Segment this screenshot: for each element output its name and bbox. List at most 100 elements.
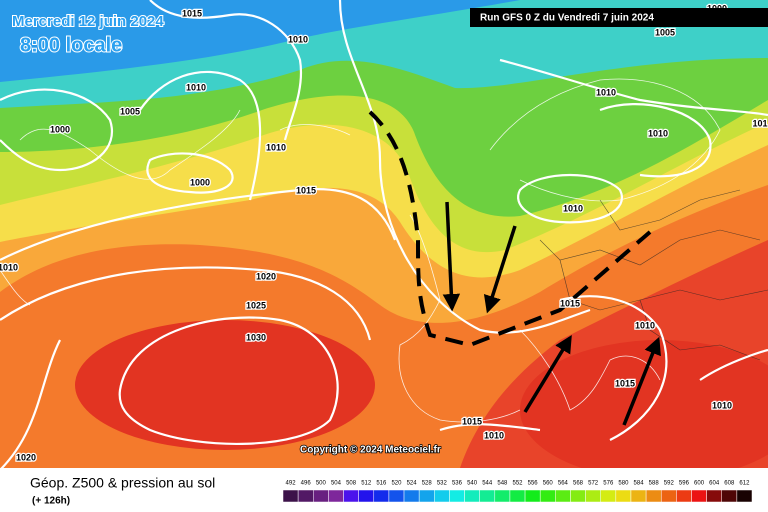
isobar-label: 1010 xyxy=(596,87,616,97)
scale-swatch xyxy=(494,489,511,503)
scale-swatch xyxy=(509,489,526,503)
isobar-label: 1015 xyxy=(615,378,635,388)
scale-swatch xyxy=(403,489,420,503)
scale-label: 572 xyxy=(588,481,599,487)
scale-label: 584 xyxy=(634,481,645,487)
isobar-labels: 1015101010101005100010101000101510101020… xyxy=(0,2,768,464)
scale-swatch xyxy=(660,489,677,503)
scale-label: 532 xyxy=(437,481,448,487)
valid-time: 8:00 locale xyxy=(20,34,122,56)
scale-swatch xyxy=(418,489,435,503)
isobars xyxy=(0,0,768,446)
isobar-label: 1010 xyxy=(712,400,732,410)
copyright: Copyright © 2024 Meteociel.fr xyxy=(300,445,441,456)
scale-label: 536 xyxy=(452,481,463,487)
scale-label: 520 xyxy=(391,481,402,487)
arrow xyxy=(622,336,661,426)
scale-swatch xyxy=(555,489,571,503)
isobar-label: 1000 xyxy=(50,124,70,134)
scale-swatch xyxy=(388,489,405,503)
isobar-label: 1015 xyxy=(560,298,580,308)
isobar-label: 1020 xyxy=(256,271,276,281)
isobar-label: 1025 xyxy=(246,300,266,310)
scale-swatch xyxy=(328,489,344,503)
scale-label: 576 xyxy=(603,481,614,487)
lead-time: (+ 126h) xyxy=(32,496,70,507)
scale-swatch xyxy=(479,489,496,503)
run-box xyxy=(470,8,768,27)
scale-label: 528 xyxy=(422,481,433,487)
scale-label: 552 xyxy=(512,481,523,487)
borders xyxy=(539,189,768,361)
isobar-label: 1010 xyxy=(563,203,583,213)
flow-arrows xyxy=(442,201,661,426)
scale-swatch xyxy=(358,489,375,503)
scale-label: 504 xyxy=(331,481,342,487)
isobar-label: 101 xyxy=(752,118,767,128)
scale-label: 496 xyxy=(301,481,312,487)
isobar-label: 1010 xyxy=(648,128,668,138)
isobar-label: 1020 xyxy=(16,452,36,462)
isobar-label: 1015 xyxy=(182,8,202,18)
scale-swatch xyxy=(615,489,632,503)
scale-swatch xyxy=(630,489,647,503)
scale-label: 612 xyxy=(739,481,750,487)
scale-label: 560 xyxy=(543,481,554,487)
isobar-label: 1010 xyxy=(484,430,504,440)
scale-label: 540 xyxy=(467,481,478,487)
isobar-label: 1010 xyxy=(288,34,308,44)
isobar-label: 1015 xyxy=(462,416,482,426)
scale-swatch xyxy=(434,489,450,503)
scale-label: 556 xyxy=(528,481,539,487)
isobar-label: 1000 xyxy=(190,177,210,187)
scale-label: 580 xyxy=(618,481,629,487)
scale-label: 596 xyxy=(679,481,690,487)
scale-swatch xyxy=(297,489,314,503)
scale-label: 588 xyxy=(649,481,660,487)
scale-label: 500 xyxy=(316,481,327,487)
scale-label: 524 xyxy=(407,481,418,487)
scale-swatch xyxy=(706,489,722,503)
scale-label: 564 xyxy=(558,481,569,487)
scale-swatch xyxy=(721,489,738,503)
scale-swatch xyxy=(736,489,753,503)
scale-swatch xyxy=(676,489,692,503)
scale-label: 548 xyxy=(497,481,508,487)
isobar-label: 1005 xyxy=(655,27,675,37)
scale-swatch xyxy=(343,489,359,503)
coastlines xyxy=(0,78,721,423)
scale-swatch xyxy=(570,489,586,503)
scale-swatch xyxy=(449,489,465,503)
scale-label: 568 xyxy=(573,481,584,487)
scale-label: 592 xyxy=(664,481,675,487)
arrow xyxy=(523,335,572,413)
field-background xyxy=(0,0,768,480)
scale-label: 608 xyxy=(724,481,735,487)
isobar-label: 1010 xyxy=(266,142,286,152)
isobar-label: 1015 xyxy=(296,185,316,195)
scale-swatch xyxy=(600,489,617,503)
valid-date: Mercredi 12 juin 2024 xyxy=(12,13,164,30)
scale-label: 600 xyxy=(694,481,705,487)
scale-swatch xyxy=(524,489,541,503)
scale-swatch xyxy=(313,489,329,503)
scale-swatch xyxy=(585,489,601,503)
arrow xyxy=(442,201,461,312)
scale-label: 604 xyxy=(709,481,720,487)
isobar-label: 1010 xyxy=(186,82,206,92)
scale-swatch xyxy=(282,489,299,503)
scale-label: 516 xyxy=(376,481,387,487)
scale-label: 512 xyxy=(361,481,372,487)
isobar-label: 1010 xyxy=(635,320,655,330)
scale-label: 508 xyxy=(346,481,357,487)
isobar-label: 1030 xyxy=(246,332,266,342)
scale-label: 492 xyxy=(286,481,297,487)
scale-swatch xyxy=(373,489,390,503)
isobar-label: 1010 xyxy=(0,262,18,272)
scale-swatch xyxy=(464,489,480,503)
color-scale: 492 496 500 504 508 512 516 520 524 528 532 536 540 5… xyxy=(282,481,753,503)
run-info: Run GFS 0 Z du Vendredi 7 juin 2024 xyxy=(480,13,654,24)
ridge-axis xyxy=(368,110,652,348)
